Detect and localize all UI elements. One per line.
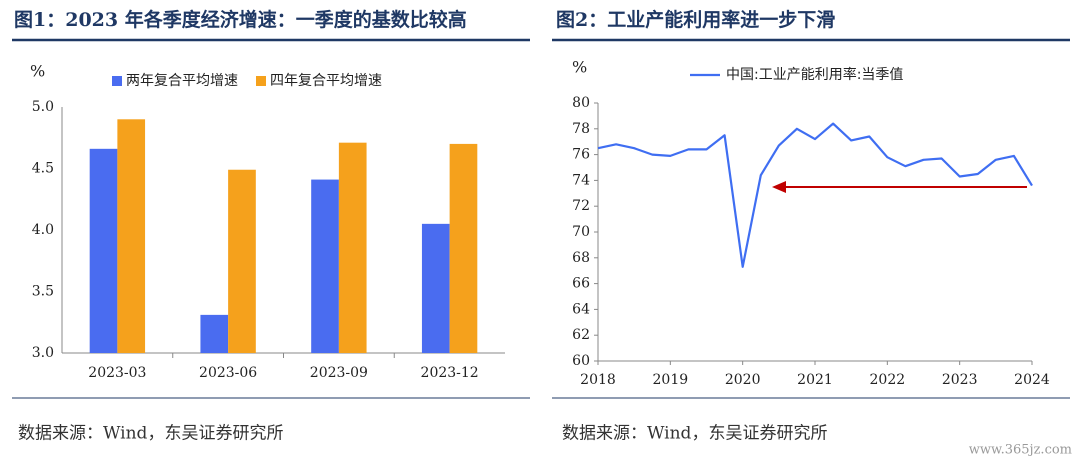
bar bbox=[117, 119, 146, 353]
x-tick-label: 2022 bbox=[870, 372, 906, 388]
y-tick-label: 60 bbox=[572, 353, 590, 369]
y-tick-label: 80 bbox=[572, 95, 590, 111]
y-axis-label: % bbox=[572, 58, 587, 77]
x-tick-label: 2019 bbox=[653, 372, 689, 388]
x-tick-label: 2018 bbox=[580, 372, 616, 388]
x-tick-label: 2024 bbox=[1014, 372, 1050, 388]
bar bbox=[228, 169, 256, 353]
bar bbox=[311, 179, 339, 353]
bar bbox=[200, 314, 229, 353]
legend-swatch bbox=[112, 76, 122, 86]
source: 数据来源：Wind，东吴证券研究所 bbox=[562, 424, 827, 444]
bar bbox=[89, 148, 118, 353]
legend-label: 四年复合平均增速 bbox=[270, 72, 382, 89]
y-tick-label: 68 bbox=[572, 250, 590, 266]
y-tick-label: 4.5 bbox=[32, 161, 54, 177]
y-tick-label: 74 bbox=[572, 172, 590, 188]
x-tick-label: 2023-06 bbox=[199, 365, 257, 381]
y-axis-label: % bbox=[30, 62, 45, 81]
legend-label: 两年复合平均增速 bbox=[126, 72, 238, 89]
y-tick-label: 70 bbox=[572, 224, 590, 240]
bar bbox=[338, 142, 367, 353]
y-tick-label: 76 bbox=[572, 147, 590, 163]
line-series bbox=[597, 122, 1033, 268]
y-tick-label: 62 bbox=[572, 327, 590, 343]
arrow-head bbox=[772, 181, 786, 193]
x-tick-label: 2021 bbox=[797, 372, 833, 388]
y-tick-label: 72 bbox=[572, 198, 590, 214]
x-tick-label: 2023-09 bbox=[310, 365, 368, 381]
source: 数据来源：Wind，东吴证券研究所 bbox=[18, 424, 283, 444]
chart-title: 图1：2023 年各季度经济增速：一季度的基数比较高 bbox=[14, 8, 467, 31]
x-tick-label: 2023-03 bbox=[88, 365, 146, 381]
y-tick-label: 3.5 bbox=[32, 284, 54, 300]
x-tick-label: 2023 bbox=[942, 372, 978, 388]
x-tick-label: 2023-12 bbox=[421, 365, 479, 381]
bar bbox=[449, 143, 478, 353]
annotation-arrow bbox=[772, 181, 1027, 193]
y-tick-label: 78 bbox=[572, 121, 590, 137]
legend-label: 中国:工业产能利用率:当季值 bbox=[726, 66, 903, 83]
x-tick-label: 2020 bbox=[725, 372, 761, 388]
y-tick-label: 66 bbox=[572, 276, 590, 292]
y-tick-label: 4.0 bbox=[32, 222, 54, 238]
y-tick-label: 5.0 bbox=[32, 99, 54, 115]
bar bbox=[421, 223, 450, 353]
legend-swatch bbox=[256, 76, 266, 86]
watermark: www.365jz.com bbox=[969, 443, 1072, 458]
chart-title: 图2：工业产能利用率进一步下滑 bbox=[556, 8, 835, 31]
y-tick-label: 64 bbox=[572, 301, 590, 317]
y-tick-label: 3.0 bbox=[32, 345, 54, 361]
